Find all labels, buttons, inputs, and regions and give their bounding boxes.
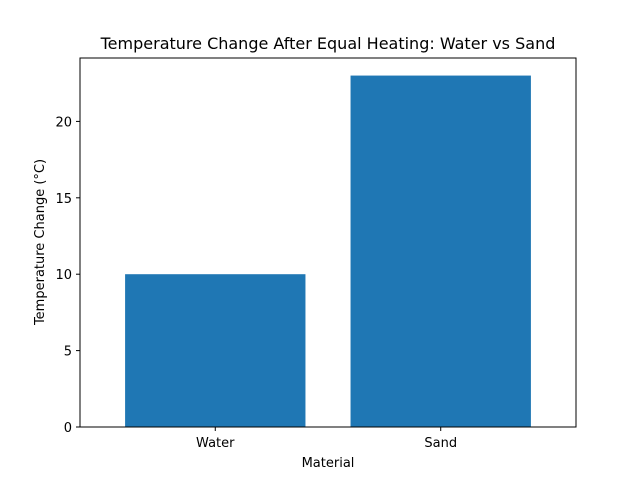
plot-frame bbox=[79, 57, 577, 428]
x-tick-label: Sand bbox=[424, 436, 457, 451]
y-tick-label: 10 bbox=[55, 268, 72, 283]
x-axis-ticks: Water Sand bbox=[196, 427, 457, 451]
y-axis-label: Temperature Change (°C) bbox=[33, 159, 48, 326]
y-tick-label: 15 bbox=[55, 192, 72, 207]
x-tick-label: Water bbox=[196, 436, 235, 451]
bar-water bbox=[125, 274, 306, 427]
x-axis-label: Material bbox=[302, 456, 355, 471]
bars-group bbox=[125, 75, 531, 428]
y-tick-label: 20 bbox=[55, 115, 72, 130]
bar-sand bbox=[350, 75, 531, 428]
chart-title: Temperature Change After Equal Heating: … bbox=[100, 34, 556, 53]
y-axis-ticks: 0 5 10 15 20 bbox=[55, 115, 80, 436]
y-tick-label: 5 bbox=[64, 345, 72, 360]
y-tick-label: 0 bbox=[64, 421, 72, 436]
